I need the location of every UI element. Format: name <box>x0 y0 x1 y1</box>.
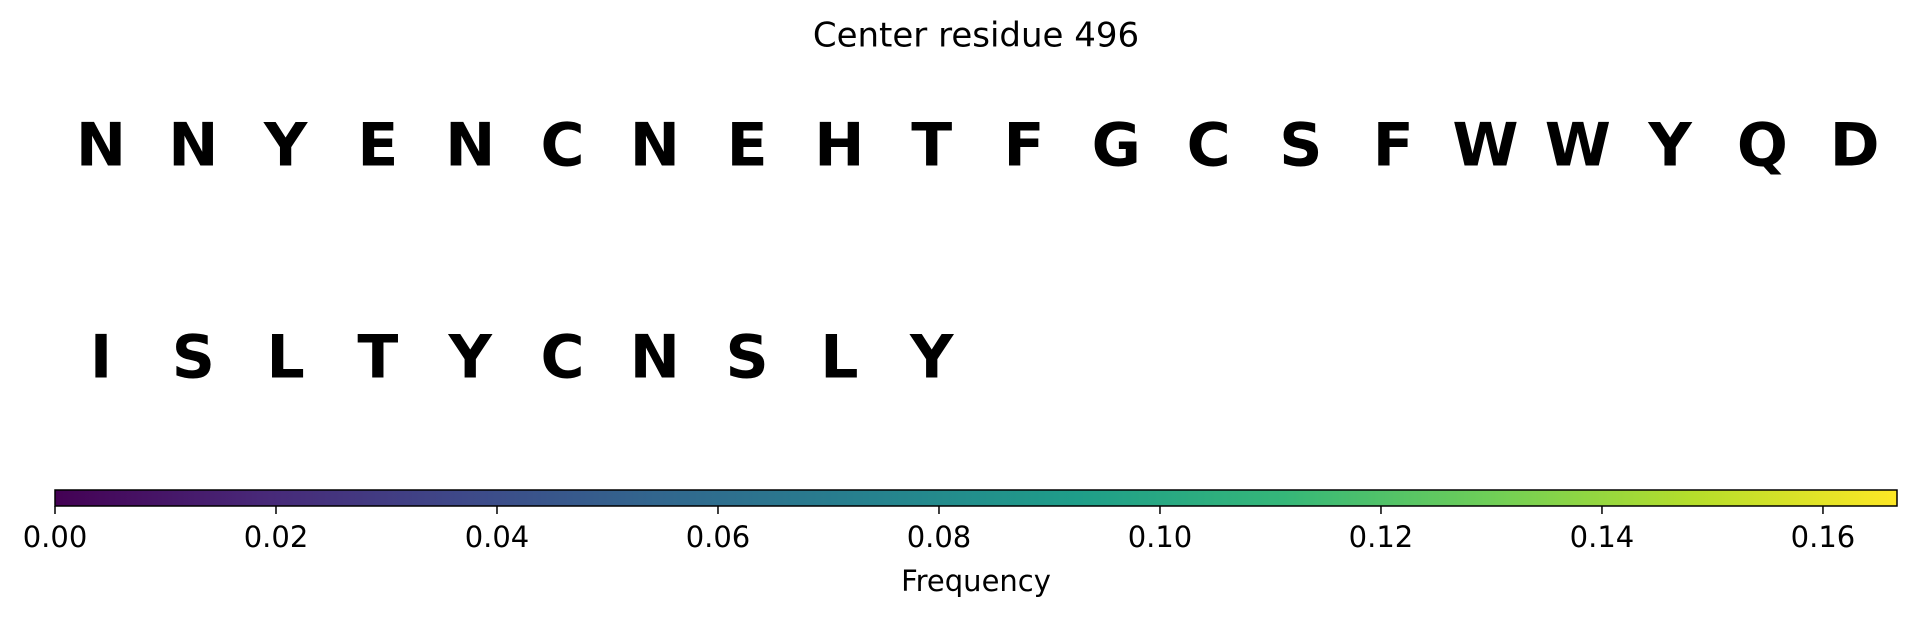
x-tick-label: 0.04 <box>465 520 530 554</box>
residue-letter: Y <box>909 323 955 393</box>
residue-letter: E <box>357 111 398 181</box>
residue-letter: I <box>90 323 112 393</box>
residue-letter: Q <box>1737 111 1788 181</box>
residue-letter: Y <box>1647 111 1693 181</box>
residue-letter: N <box>630 323 680 393</box>
residue-letter: W <box>1452 111 1518 181</box>
residue-letter: C <box>540 323 584 393</box>
x-tick-label: 0.00 <box>23 520 88 554</box>
x-tick-label: 0.08 <box>907 520 972 554</box>
residue-letter: N <box>630 111 680 181</box>
residue-letter: S <box>172 323 215 393</box>
residue-letter: H <box>814 111 864 181</box>
residue-letter: E <box>727 111 768 181</box>
x-tick-label: 0.14 <box>1570 520 1635 554</box>
residue-letter: W <box>1545 111 1611 181</box>
x-axis-label: Frequency <box>901 564 1051 598</box>
residue-letter: C <box>540 111 584 181</box>
residue-letter: N <box>168 111 218 181</box>
x-tick-label: 0.10 <box>1128 520 1193 554</box>
residue-letter: N <box>445 111 495 181</box>
residue-letter: S <box>1279 111 1322 181</box>
residue-letter: D <box>1830 111 1880 181</box>
residue-letter: N <box>76 111 126 181</box>
x-tick-label: 0.02 <box>244 520 309 554</box>
residue-letter: T <box>911 111 952 181</box>
residue-letter: T <box>357 323 398 393</box>
residue-letter: C <box>1187 111 1231 181</box>
residue-letter: F <box>1004 111 1045 181</box>
residue-letter: L <box>266 323 304 393</box>
residue-letter: F <box>1373 111 1414 181</box>
x-tick-label: 0.16 <box>1791 520 1856 554</box>
residue-letter: S <box>725 323 768 393</box>
x-tick-label: 0.12 <box>1349 520 1414 554</box>
colorbar <box>54 489 1898 507</box>
residue-letter: L <box>820 323 858 393</box>
residue-letter: Y <box>447 323 493 393</box>
chart-title: Center residue 496 <box>813 16 1139 56</box>
x-tick-label: 0.06 <box>686 520 751 554</box>
residue-letter: Y <box>263 111 309 181</box>
residue-letter: G <box>1092 111 1141 181</box>
